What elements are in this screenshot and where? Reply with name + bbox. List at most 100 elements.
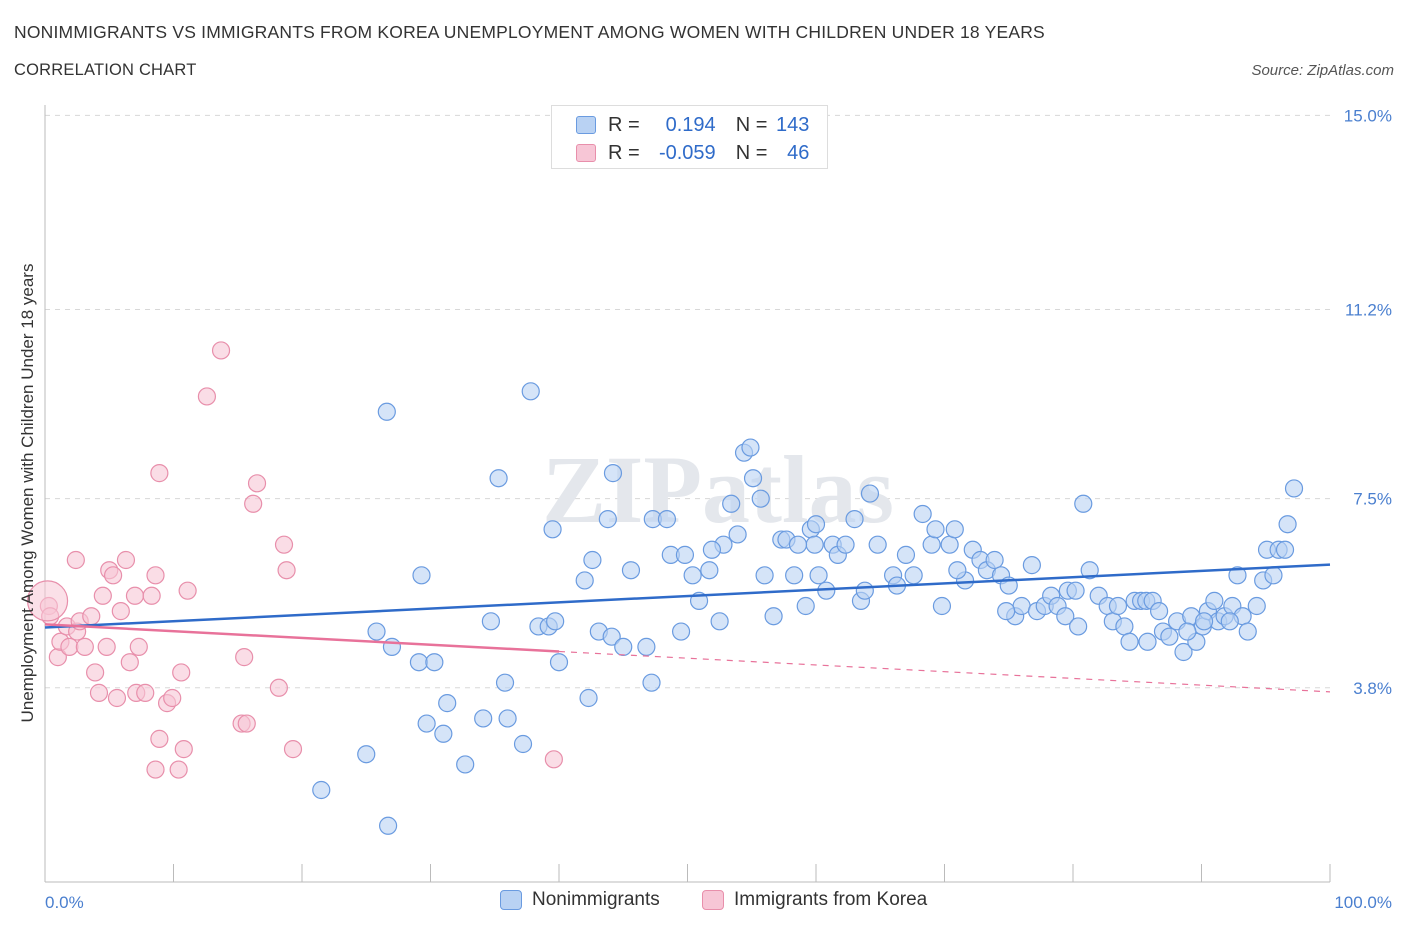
point-nonimmigrant bbox=[728, 525, 747, 544]
axes-layer bbox=[44, 105, 1331, 883]
point-korea bbox=[107, 688, 127, 708]
point-korea bbox=[111, 602, 130, 621]
point-korea bbox=[150, 729, 169, 748]
point-nonimmigrant bbox=[377, 402, 396, 421]
point-nonimmigrant bbox=[700, 561, 719, 580]
point-nonimmigrant bbox=[1022, 556, 1041, 575]
point-nonimmigrant bbox=[785, 566, 804, 585]
point-nonimmigrant bbox=[579, 688, 598, 708]
point-korea bbox=[244, 494, 263, 513]
point-nonimmigrant bbox=[1138, 632, 1157, 651]
point-nonimmigrant bbox=[845, 510, 864, 529]
point-nonimmigrant bbox=[474, 709, 493, 728]
point-nonimmigrant bbox=[741, 438, 760, 457]
point-nonimmigrant bbox=[614, 637, 633, 656]
point-nonimmigrant bbox=[513, 734, 533, 754]
point-nonimmigrant bbox=[671, 622, 691, 641]
legend-r-value: 0.194 bbox=[665, 113, 716, 136]
point-nonimmigrant bbox=[481, 612, 500, 631]
point-nonimmigrant bbox=[932, 596, 952, 616]
points-layer bbox=[26, 341, 1304, 835]
point-korea bbox=[86, 663, 105, 682]
series-legend: Nonimmigrants Immigrants from Korea bbox=[0, 889, 1406, 915]
point-nonimmigrant bbox=[543, 520, 562, 539]
point-nonimmigrant bbox=[417, 714, 436, 733]
legend-swatch-blue bbox=[500, 890, 522, 910]
point-nonimmigrant bbox=[1178, 622, 1197, 641]
watermark: ZIPatlas bbox=[542, 436, 894, 543]
point-korea bbox=[211, 341, 231, 360]
point-nonimmigrant bbox=[836, 535, 855, 554]
source-credit: Source: ZipAtlas.com bbox=[1251, 62, 1394, 79]
point-nonimmigrant bbox=[922, 535, 941, 554]
y-tick-label: 15.0% bbox=[1344, 106, 1392, 125]
point-nonimmigrant bbox=[456, 755, 475, 774]
point-nonimmigrant bbox=[412, 566, 431, 585]
point-nonimmigrant bbox=[367, 622, 386, 641]
point-korea bbox=[93, 586, 112, 605]
point-nonimmigrant bbox=[657, 510, 677, 529]
point-nonimmigrant bbox=[683, 566, 702, 585]
point-nonimmigrant bbox=[805, 535, 824, 554]
point-nonimmigrant bbox=[438, 694, 457, 713]
point-korea bbox=[125, 586, 145, 605]
point-nonimmigrant bbox=[751, 489, 770, 508]
point-nonimmigrant bbox=[710, 612, 729, 631]
legend-n-value: 46 bbox=[787, 141, 810, 164]
point-nonimmigrant bbox=[1056, 607, 1075, 626]
point-nonimmigrant bbox=[997, 602, 1016, 621]
point-korea bbox=[544, 750, 563, 769]
point-nonimmigrant bbox=[425, 653, 444, 672]
point-korea bbox=[136, 683, 155, 702]
legend-label-nonimmigrants: Nonimmigrants bbox=[532, 889, 660, 910]
point-nonimmigrant bbox=[575, 571, 594, 590]
point-nonimmigrant bbox=[1275, 540, 1295, 559]
point-nonimmigrant bbox=[382, 637, 402, 656]
point-nonimmigrant bbox=[1074, 494, 1093, 513]
ticks-layer: 3.8% 7.5% 11.2% 15.0% 0.0% 100.0% bbox=[45, 106, 1392, 912]
point-korea bbox=[60, 637, 79, 656]
point-korea bbox=[97, 637, 116, 656]
point-nonimmigrant bbox=[546, 612, 565, 631]
point-nonimmigrant bbox=[755, 566, 774, 585]
legend-row-nonimmigrants: R = 0.194 N = 143 bbox=[576, 113, 809, 137]
legend-n-label: N = bbox=[735, 113, 768, 136]
point-nonimmigrant bbox=[1220, 612, 1239, 631]
point-nonimmigrant bbox=[1115, 617, 1134, 636]
y-axis-label: Unemployment Among Women with Children U… bbox=[18, 264, 37, 723]
point-nonimmigrant bbox=[743, 469, 763, 488]
point-nonimmigrant bbox=[985, 550, 1004, 570]
legend-swatch-pink bbox=[576, 144, 596, 162]
point-korea bbox=[146, 566, 165, 585]
point-korea bbox=[269, 678, 288, 697]
point-nonimmigrant bbox=[621, 561, 641, 580]
point-nonimmigrant bbox=[868, 535, 887, 554]
point-nonimmigrant bbox=[495, 673, 515, 692]
point-korea bbox=[120, 653, 139, 672]
point-nonimmigrant bbox=[1205, 591, 1224, 610]
point-nonimmigrant bbox=[913, 504, 932, 524]
legend-n-label: N = bbox=[735, 141, 768, 164]
point-nonimmigrant bbox=[948, 561, 967, 580]
point-nonimmigrant bbox=[926, 520, 945, 539]
point-nonimmigrant bbox=[1278, 515, 1297, 534]
point-nonimmigrant bbox=[860, 484, 880, 503]
point-nonimmigrant bbox=[1066, 581, 1085, 600]
point-korea bbox=[26, 580, 69, 622]
point-nonimmigrant bbox=[378, 816, 398, 835]
point-nonimmigrant bbox=[1120, 632, 1139, 651]
point-nonimmigrant bbox=[675, 545, 695, 564]
point-nonimmigrant bbox=[1228, 566, 1247, 585]
point-nonimmigrant bbox=[1194, 612, 1214, 631]
chart-title: NONIMMIGRANTS VS IMMIGRANTS FROM KOREA U… bbox=[14, 22, 1045, 42]
point-korea bbox=[129, 637, 148, 656]
point-korea bbox=[104, 566, 123, 585]
x-tick-label: 0.0% bbox=[45, 893, 84, 912]
legend-label-korea: Immigrants from Korea bbox=[734, 889, 928, 910]
legend-swatch-blue bbox=[576, 116, 596, 134]
point-korea bbox=[274, 535, 294, 554]
point-nonimmigrant bbox=[1069, 617, 1088, 636]
point-nonimmigrant bbox=[642, 673, 661, 692]
point-korea bbox=[146, 760, 165, 779]
